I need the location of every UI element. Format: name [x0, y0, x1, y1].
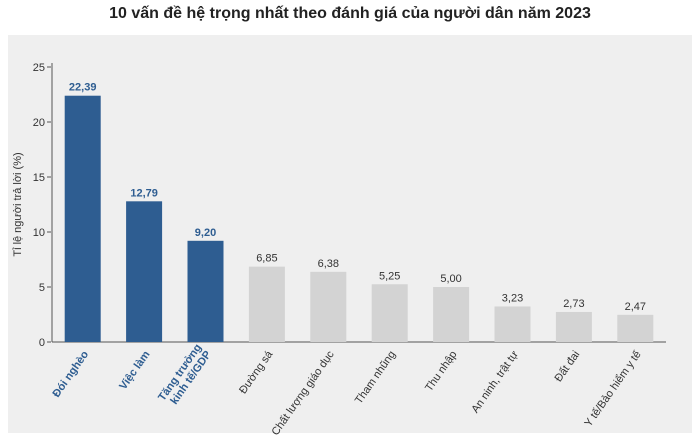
bar: [617, 314, 654, 342]
x-tick-label: Chất lượng giáo dục: [269, 348, 337, 437]
bar: [371, 284, 408, 342]
x-tick-label-line: Đất đai: [553, 349, 583, 384]
x-tick-label: Tăng trưởngkinh tế/GDP: [156, 342, 214, 410]
x-tick-label-line: Việc làm: [117, 349, 152, 392]
data-label: 22,39: [69, 82, 97, 94]
chart-title: 10 vấn đề hệ trọng nhất theo đánh giá củ…: [109, 5, 591, 22]
bar: [126, 201, 163, 342]
x-tick-label: Thu nhập: [423, 349, 459, 394]
data-label: 12,79: [130, 187, 158, 199]
data-label: 5,25: [379, 270, 400, 282]
data-label: 6,38: [318, 258, 339, 270]
bar: [248, 266, 285, 342]
bar: [310, 271, 347, 342]
data-label: 2,73: [563, 298, 584, 310]
x-tick-label-line: Tham nhũng: [353, 349, 398, 406]
bar: [433, 287, 470, 342]
bar: [555, 311, 592, 342]
y-tick-label: 25: [33, 62, 45, 74]
chart-panel: [8, 35, 692, 433]
bar: [494, 306, 531, 342]
y-tick-label: 20: [33, 117, 45, 129]
x-tick-label: Việc làm: [117, 349, 152, 392]
data-label: 5,00: [440, 273, 461, 285]
x-tick-label-line: Đói nghèo: [50, 349, 91, 400]
x-tick-label: Đường sá: [237, 348, 276, 396]
data-label: 9,20: [195, 227, 216, 239]
data-label: 6,85: [256, 253, 277, 265]
bar: [187, 240, 224, 342]
y-tick-label: 5: [39, 282, 45, 294]
y-tick-label: 15: [33, 172, 45, 184]
data-label: 3,23: [502, 292, 523, 304]
x-tick-label-line: Đường sá: [237, 348, 276, 396]
x-tick-label: Đất đai: [553, 349, 583, 384]
y-tick-label: 0: [39, 337, 45, 349]
x-tick-label-line: Chất lượng giáo dục: [269, 348, 337, 437]
x-tick-label-line: Thu nhập: [423, 349, 459, 394]
x-tick-label-line: An ninh, trật tự: [469, 348, 521, 415]
x-tick-label: An ninh, trật tự: [469, 348, 521, 415]
y-tick-label: 10: [33, 227, 45, 239]
x-tick-label: Y tế/Bảo hiểm y tế: [582, 349, 643, 429]
bar: [64, 95, 101, 343]
x-tick-label: Tham nhũng: [353, 349, 398, 406]
x-tick-label: Đói nghèo: [50, 349, 91, 400]
x-tick-label-line: Y tế/Bảo hiểm y tế: [582, 349, 643, 429]
y-axis-label: Tỉ lệ người trả lời (%): [12, 152, 24, 256]
data-label: 2,47: [625, 301, 646, 313]
